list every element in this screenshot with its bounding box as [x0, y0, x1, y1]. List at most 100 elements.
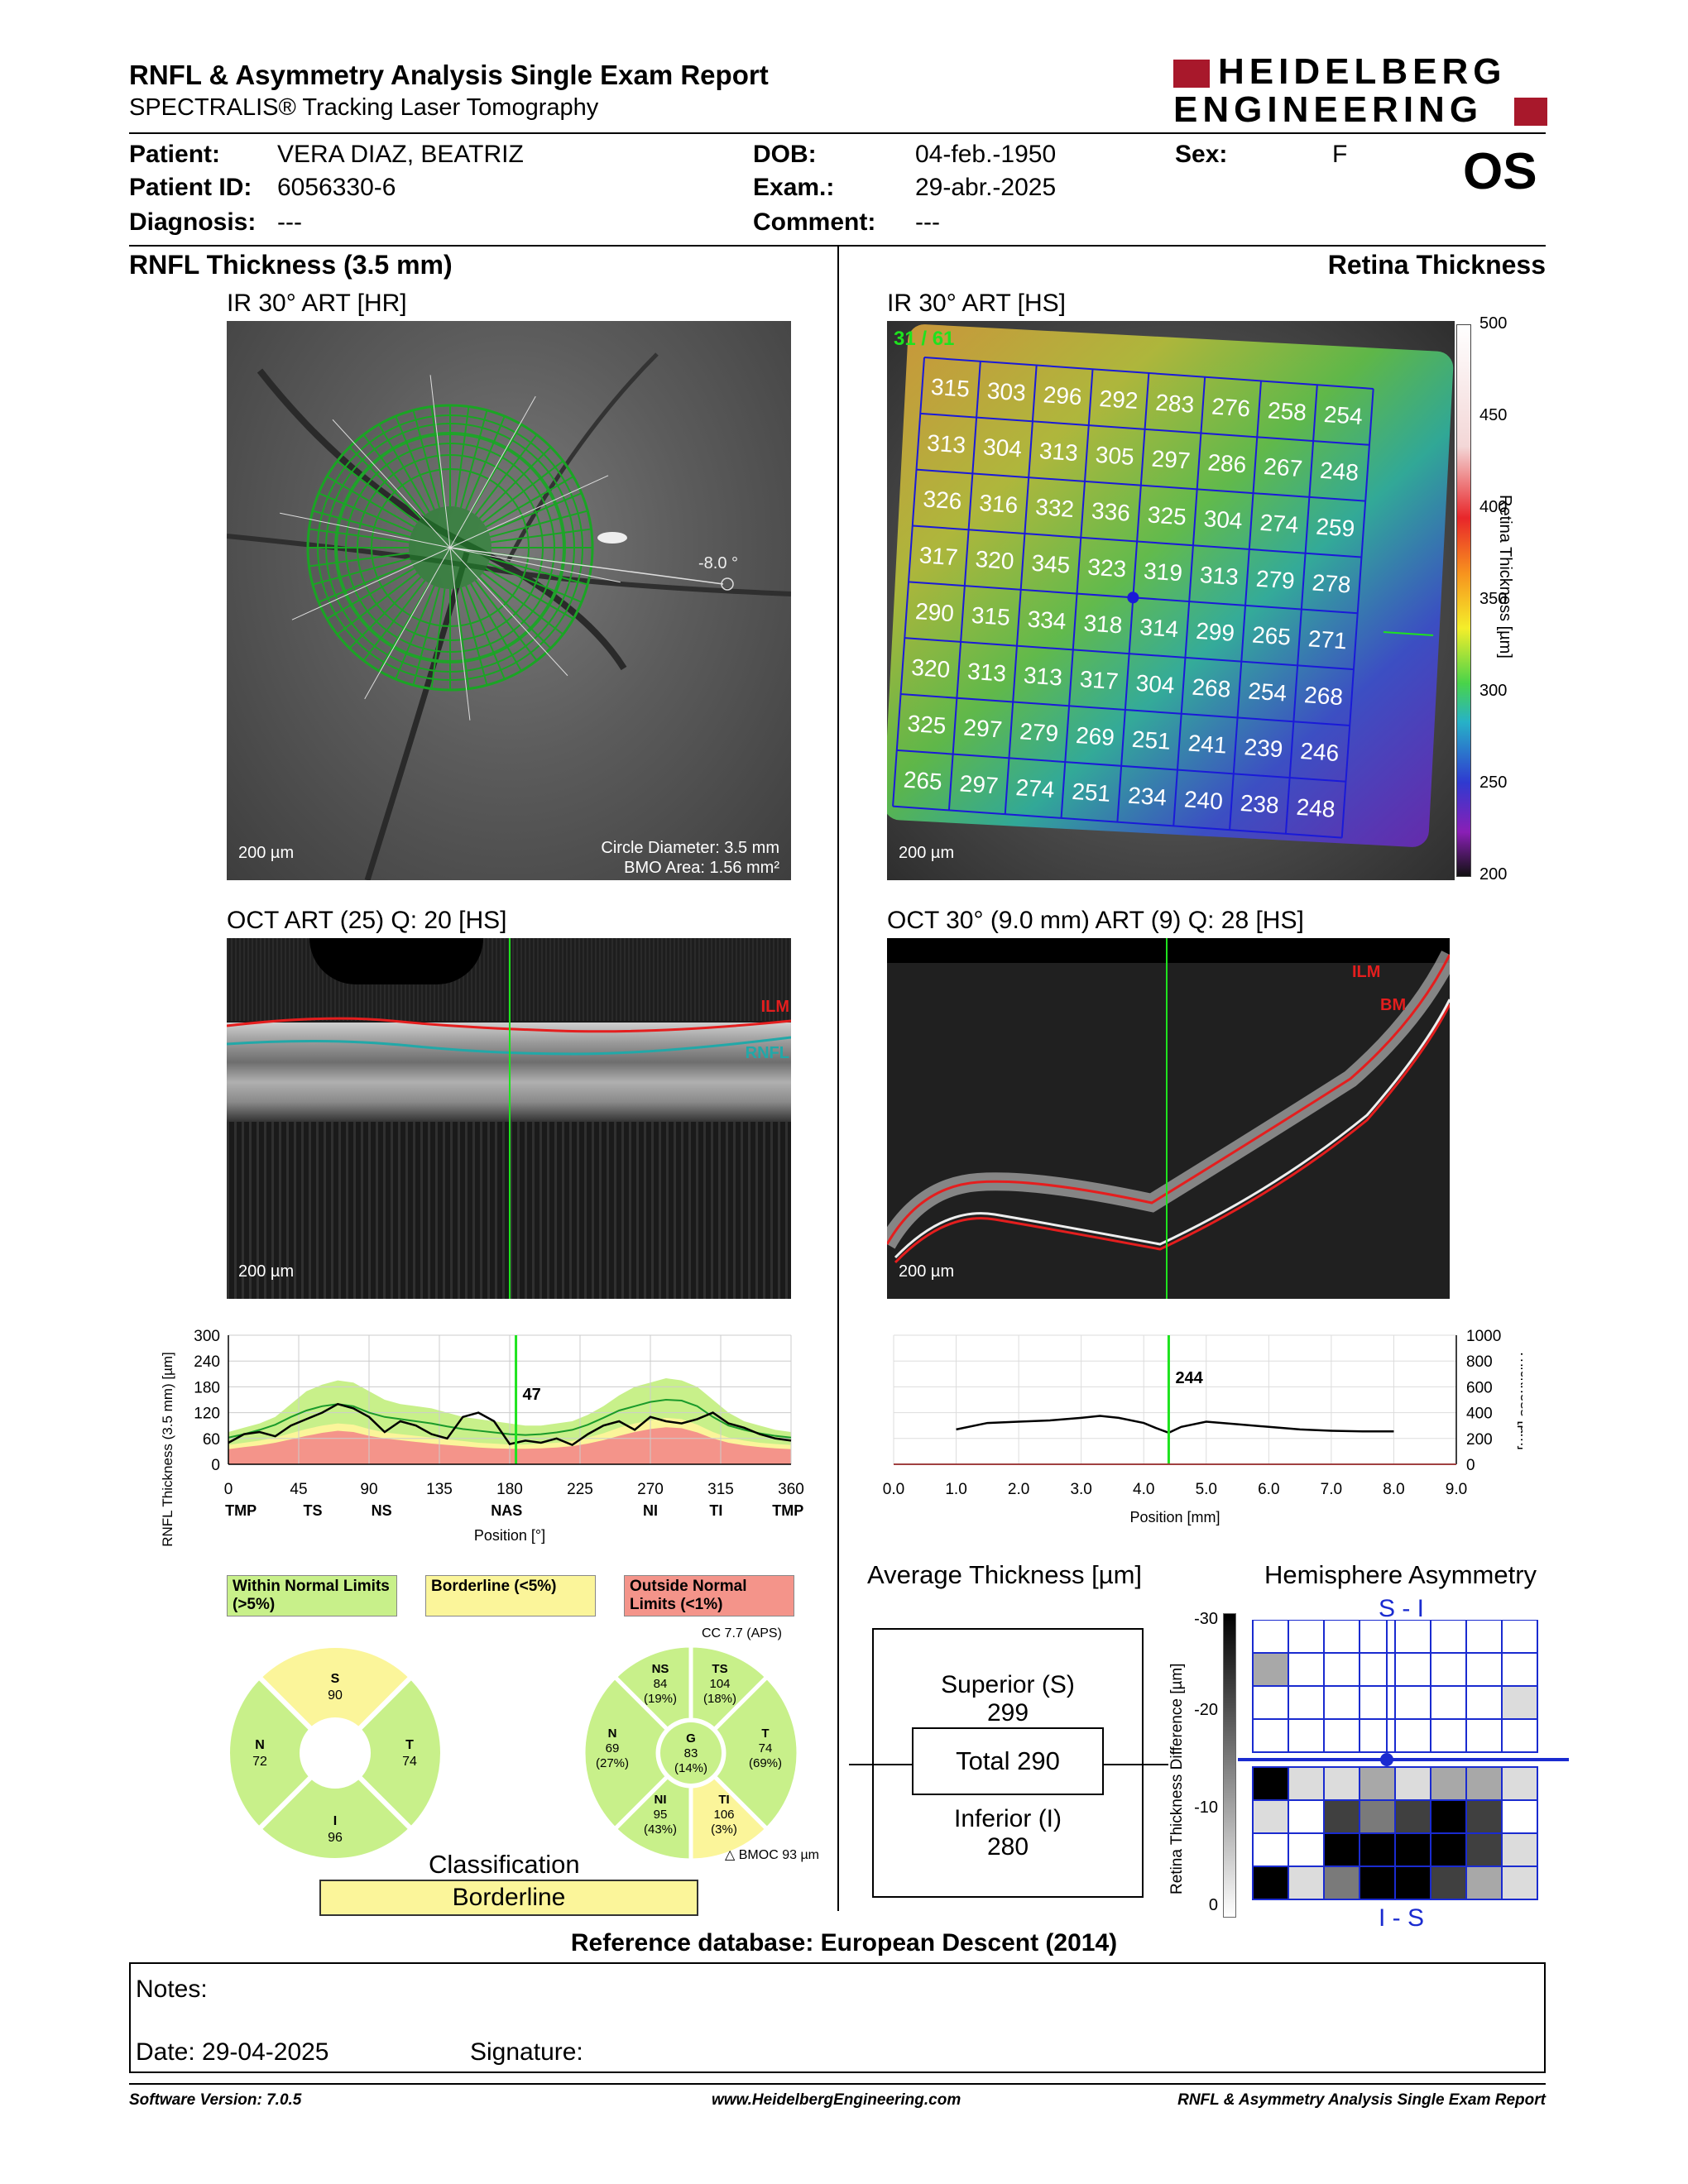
bmoc-label: △ BMOC 93 µm [725, 1848, 819, 1862]
grid-value: 246 [1300, 738, 1340, 766]
hemisphere-cell [1323, 1766, 1360, 1801]
grid-value: 323 [1086, 553, 1127, 582]
y-tick-label: 600 [1466, 1379, 1493, 1396]
x-tick-label: 5.0 [1196, 1481, 1217, 1498]
classification-title: Classification [429, 1850, 580, 1879]
website-link[interactable]: www.HeidelbergEngineering.com [712, 2091, 961, 2109]
y-tick-label: 120 [194, 1406, 220, 1423]
hemisphere-cell [1394, 1799, 1431, 1834]
scan-spoke [348, 576, 422, 649]
scan-spoke [362, 580, 426, 662]
y-tick-label: 0 [1466, 1457, 1475, 1474]
hemisphere-cell [1430, 1620, 1467, 1654]
grid-value: 334 [1027, 606, 1067, 635]
hemisphere-cell [1323, 1832, 1360, 1867]
sector-N-value: 72 [252, 1755, 267, 1769]
y-tick-label: 400 [1466, 1406, 1493, 1423]
legend-borderline-text: Borderline (<5%) [431, 1578, 557, 1595]
sector-I-value: 96 [328, 1831, 343, 1845]
x-tick-label: 0.0 [883, 1481, 904, 1498]
scan-spoke [312, 557, 410, 586]
sector-NS-value: 84 [654, 1677, 668, 1691]
sector-label: NS [372, 1502, 392, 1519]
sector-label: TMP [772, 1502, 803, 1519]
hemisphere-cell [1394, 1652, 1431, 1687]
diagnosis-value: --- [277, 208, 302, 236]
scan-spoke [478, 446, 552, 520]
sector-G [660, 1722, 722, 1784]
hemisphere-cell [1288, 1832, 1325, 1867]
hemisphere-cell [1252, 1866, 1289, 1900]
rnfl-scan-overlay [227, 352, 791, 880]
sector-N [225, 1673, 315, 1833]
grid-value: 274 [1015, 774, 1056, 802]
hemisphere-cell [1394, 1766, 1431, 1801]
hemisphere-cell [1394, 1718, 1431, 1753]
grid-value: 279 [1255, 566, 1296, 594]
report-subtitle: SPECTRALIS® Tracking Laser Tomography [129, 94, 599, 121]
scale-bar-left: 200 µm [238, 844, 295, 862]
hemisphere-cell [1252, 1799, 1289, 1834]
report-title: RNFL & Asymmetry Analysis Single Exam Re… [129, 60, 769, 90]
scan-spoke [412, 587, 441, 686]
normal-mean-line [228, 1398, 792, 1439]
scan-spoke [378, 424, 430, 513]
asymmetry-scale-label: Retina Thickness Difference [µm] [1168, 1663, 1186, 1894]
grid-line [1172, 376, 1206, 826]
thickness-grid: 315 303 296 292 283 276 258 254 313 304 313 305 297 2… [887, 357, 1434, 839]
grid-value: 336 [1091, 498, 1131, 526]
fovea-dot [1380, 1753, 1393, 1766]
grid-value: 313 [1038, 438, 1079, 466]
asymmetry-tick: 0 [1208, 1896, 1218, 1914]
retina-thickness-profile-chart: 1000 800 600 400 200 0 0.0 1.0 2.0 3.0 4.0 5.0 6.0 7.… [883, 1328, 1523, 1525]
scan-spoke [482, 572, 564, 635]
sector-T-label: T [405, 1738, 414, 1752]
scan-spoke [430, 588, 446, 689]
grid-value: 303 [986, 377, 1027, 405]
hemisphere-title: Hemisphere Asymmetry [1264, 1560, 1537, 1589]
ilm-label-left: ILM [760, 998, 789, 1016]
colorbar-tick: 400 [1479, 498, 1508, 516]
asymmetry-scale-bar [1223, 1613, 1236, 1918]
sector-label: TS [303, 1502, 322, 1519]
sector-N-value: 69 [606, 1741, 620, 1755]
grid-value: 292 [1099, 386, 1139, 414]
hemisphere-cell [1430, 1832, 1467, 1867]
rnfl-label: RNFL [745, 1044, 789, 1062]
hemisphere-cell [1323, 1685, 1360, 1720]
colorbar-tick: 250 [1479, 774, 1508, 792]
hemisphere-cell [1430, 1799, 1467, 1834]
grid-value: 251 [1071, 778, 1111, 807]
grid-line [896, 749, 1346, 783]
grid-value: 265 [903, 767, 943, 795]
hemisphere-cell [1430, 1766, 1467, 1801]
hemisphere-grid [1238, 1620, 1569, 1900]
hemisphere-cell [1288, 1866, 1325, 1900]
legend-within-normal: Within Normal Limits (>5%) [227, 1575, 397, 1616]
hemisphere-cell [1394, 1866, 1431, 1900]
oct-bscan-right: ILM BM 200 µm [887, 938, 1450, 1299]
scan-spoke [485, 476, 574, 528]
rnfl-section-title: RNFL Thickness (3.5 mm) [129, 250, 453, 280]
x-tick-label: 135 [426, 1481, 453, 1498]
notes-label: Notes: [136, 1976, 208, 2003]
scan-spoke [336, 572, 418, 635]
x-tick-label: 3.0 [1070, 1481, 1091, 1498]
sector-N [581, 1674, 671, 1832]
sector-TS [688, 1643, 770, 1733]
grid-value: 296 [1043, 381, 1083, 410]
patient-name: VERA DIAZ, BEATRIZ [277, 141, 524, 168]
x-tick-label: 4.0 [1133, 1481, 1154, 1498]
sector-N-label: N [255, 1738, 265, 1752]
ir-fundus-image-left: -8.0 ° 200 µm Circle Diameter: 3.5 mm BM… [227, 321, 791, 880]
colorbar-tick: 200 [1479, 865, 1508, 884]
scan-spoke [490, 510, 588, 539]
grid-value: 283 [1154, 390, 1195, 418]
scan-spoke [309, 528, 410, 544]
scan-spoke [326, 568, 415, 620]
y-axis-label: RNFL Thickness (3.5 mm) [µm] [160, 1352, 175, 1547]
grid-value: 319 [1143, 558, 1183, 586]
hemisphere-cell [1501, 1652, 1538, 1687]
footer-report-title: RNFL & Asymmetry Analysis Single Exam Re… [1177, 2091, 1546, 2109]
